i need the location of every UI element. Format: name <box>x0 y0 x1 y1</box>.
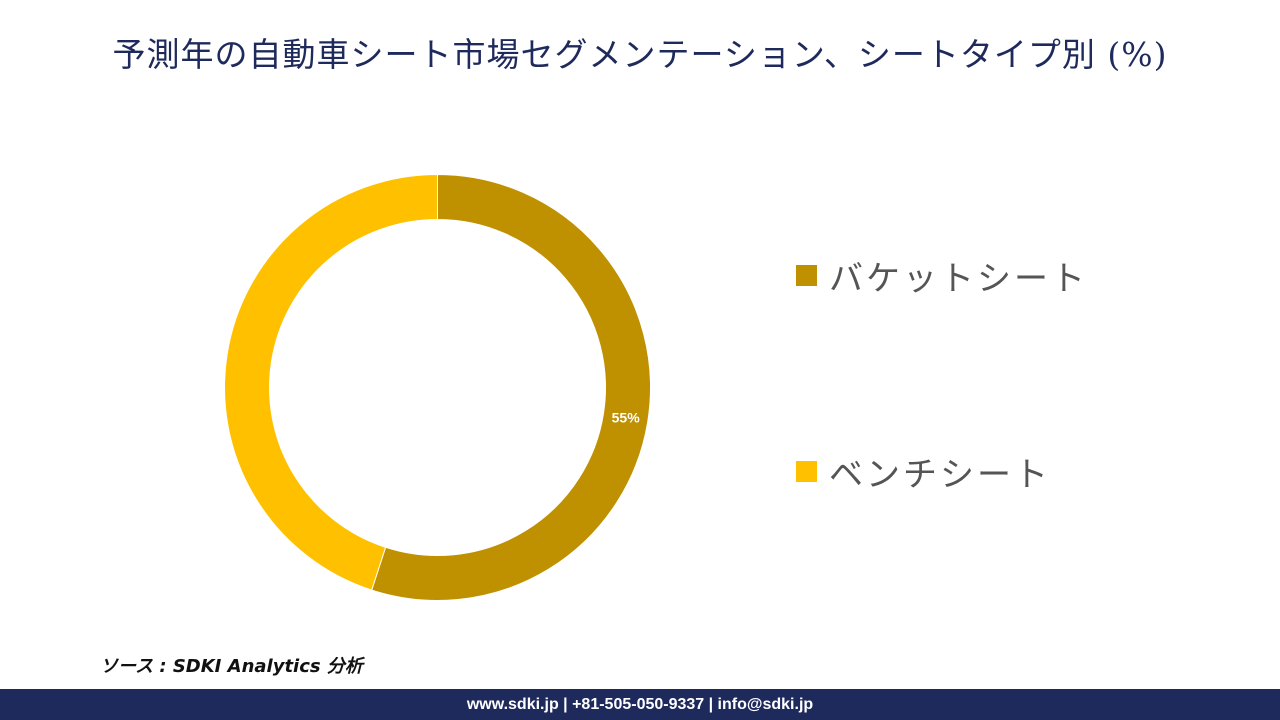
footer-contact[interactable]: www.sdki.jp | +81-505-050-9337 | info@sd… <box>0 689 1280 720</box>
legend: バケットシート ベンチシート <box>796 245 1088 637</box>
source-note: ソース : SDKI Analytics 分析 <box>100 656 363 677</box>
donut-slice-1 <box>224 173 438 591</box>
legend-swatch-bench-seat <box>796 460 817 482</box>
legend-item-bench-seat: ベンチシート <box>796 441 1088 501</box>
legend-swatch-bucket-seat <box>796 264 817 286</box>
chart-title: 予測年の自動車シート市場セグメンテーション、シートタイプ別 (%) <box>112 35 1168 74</box>
legend-label-bucket-seat: バケットシート <box>829 258 1088 299</box>
donut-chart: 55% <box>210 160 665 615</box>
legend-label-bench-seat: ベンチシート <box>829 454 1051 495</box>
donut-slice-0 <box>371 173 651 601</box>
donut-slice-label-0: 55% <box>612 409 641 425</box>
legend-item-bucket-seat: バケットシート <box>796 245 1088 305</box>
donut-svg: 55% <box>224 173 651 601</box>
